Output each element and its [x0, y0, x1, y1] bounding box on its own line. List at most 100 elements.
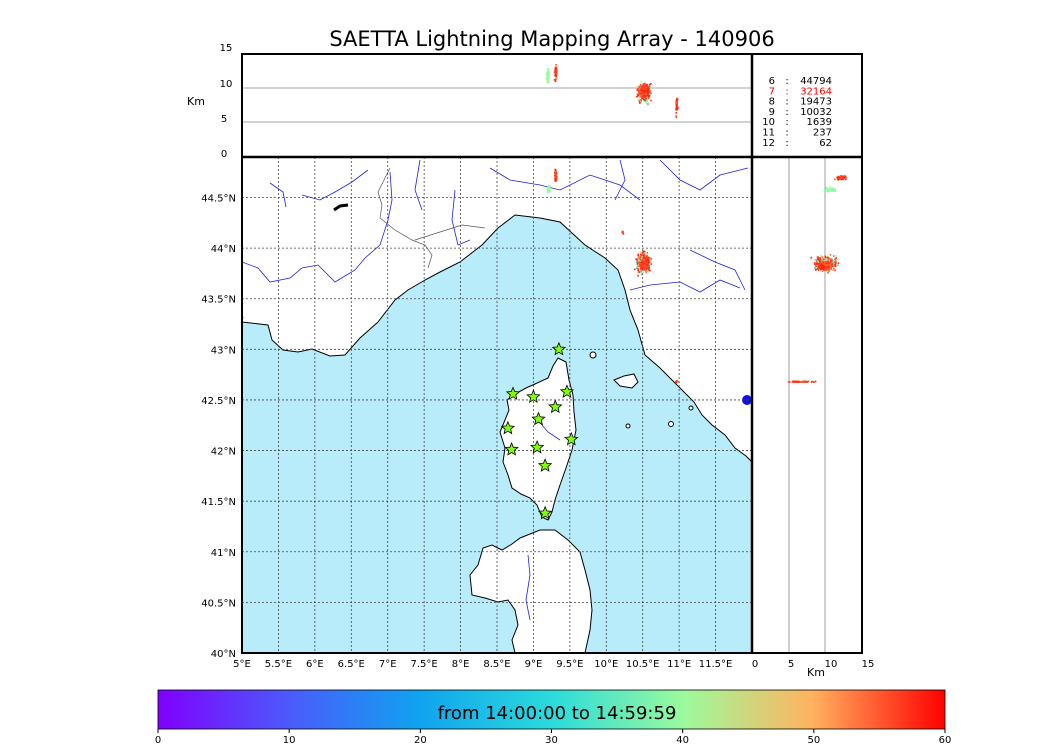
map-flashes	[546, 168, 679, 384]
lightning-source	[810, 381, 813, 383]
lightning-source	[640, 80, 642, 83]
lightning-source	[640, 252, 642, 254]
lightning-source	[636, 258, 639, 261]
lightning-source	[643, 250, 646, 253]
lightning-source	[639, 83, 642, 86]
lightning-source	[554, 80, 557, 82]
lightning-source	[547, 190, 550, 193]
lightning-source	[638, 91, 640, 94]
lightning-source	[815, 262, 818, 264]
lightning-source	[824, 266, 827, 269]
lightning-source	[637, 274, 639, 277]
lightning-source	[650, 83, 652, 85]
lightning-source	[647, 265, 649, 268]
side-tick: 0	[752, 659, 758, 670]
lightning-source	[648, 259, 651, 261]
lightning-source	[649, 90, 651, 92]
lightning-source	[837, 262, 840, 264]
lightning-source	[835, 262, 837, 264]
lightning-source	[834, 178, 836, 181]
lightning-source	[643, 254, 646, 257]
lightning-source	[826, 268, 829, 270]
altitude-tick: 15	[220, 43, 233, 54]
lightning-source	[637, 268, 639, 270]
lightning-source	[831, 263, 833, 266]
lightning-source	[813, 262, 816, 264]
lightning-source	[830, 263, 832, 265]
lightning-source	[825, 258, 827, 261]
side-tick: 10	[825, 659, 838, 670]
lightning-source	[640, 271, 642, 273]
lightning-source	[832, 190, 834, 192]
lightning-source	[676, 109, 678, 111]
lightning-source	[647, 261, 649, 264]
lightning-source	[814, 263, 816, 265]
lightning-source	[621, 231, 624, 234]
altitude-panel-bg	[242, 54, 752, 157]
lightning-source	[837, 264, 839, 267]
lightning-source	[555, 175, 557, 177]
lightning-source	[824, 268, 827, 270]
lightning-source	[643, 258, 646, 260]
lightning-source	[805, 380, 808, 383]
lightning-source	[825, 269, 827, 271]
lightning-source	[641, 263, 643, 266]
count-altitude: 6	[769, 76, 775, 87]
lightning-source	[641, 86, 644, 88]
lightning-source	[644, 257, 647, 259]
lightning-source	[648, 85, 651, 88]
lightning-source	[636, 260, 638, 262]
lightning-source	[640, 90, 642, 93]
lightning-source	[641, 266, 643, 269]
lightning-source	[792, 381, 794, 383]
altitude-tick: 10	[220, 79, 233, 90]
latitude-labels: 40°N 40.5°N 41°N 41.5°N 42°N 42.5°N 43°N 43.5°N…	[201, 193, 236, 660]
lightning-source	[547, 79, 549, 82]
lightning-source	[636, 87, 638, 89]
lightning-source	[637, 254, 640, 257]
lightning-source	[818, 262, 820, 265]
lightning-source	[547, 72, 550, 75]
lightning-source	[644, 98, 646, 100]
lightning-source	[646, 96, 648, 98]
lightning-source	[647, 259, 649, 261]
lightning-source	[842, 176, 845, 178]
lightning-source	[829, 266, 832, 269]
lightning-source	[635, 95, 638, 98]
lightning-source	[637, 270, 640, 272]
lightning-source	[825, 190, 828, 192]
lightning-source	[641, 96, 643, 98]
lightning-source	[647, 102, 650, 105]
lightning-source	[643, 264, 646, 266]
lightning-source	[646, 92, 649, 95]
lightning-source	[844, 175, 847, 177]
lightning-source	[814, 268, 816, 270]
station-star-icon	[537, 505, 553, 520]
lightning-source	[833, 267, 835, 270]
lightning-source	[554, 169, 557, 171]
lightning-source	[636, 265, 638, 268]
altitude-tick: 5	[221, 114, 227, 125]
lightning-source	[644, 267, 646, 270]
lightning-source	[804, 381, 806, 383]
lightning-source	[819, 267, 821, 269]
lightning-source	[825, 186, 828, 189]
lightning-source	[648, 83, 651, 86]
lightning-source	[821, 256, 824, 259]
lightning-source	[554, 174, 556, 177]
station-star-icon	[504, 441, 519, 456]
lightning-source	[643, 87, 646, 89]
lightning-source	[823, 269, 825, 272]
lightning-source	[799, 381, 802, 383]
lightning-source	[646, 88, 648, 91]
lightning-source	[641, 254, 643, 257]
station-star-icon	[564, 431, 579, 446]
count-value: 237	[813, 128, 832, 139]
lightning-source	[639, 259, 642, 261]
lightning-source	[638, 89, 640, 91]
lightning-source	[819, 258, 821, 261]
lightning-source	[646, 99, 648, 102]
count-value: 10032	[800, 107, 832, 118]
lightning-source	[675, 106, 678, 109]
station-star-icon	[548, 399, 563, 414]
